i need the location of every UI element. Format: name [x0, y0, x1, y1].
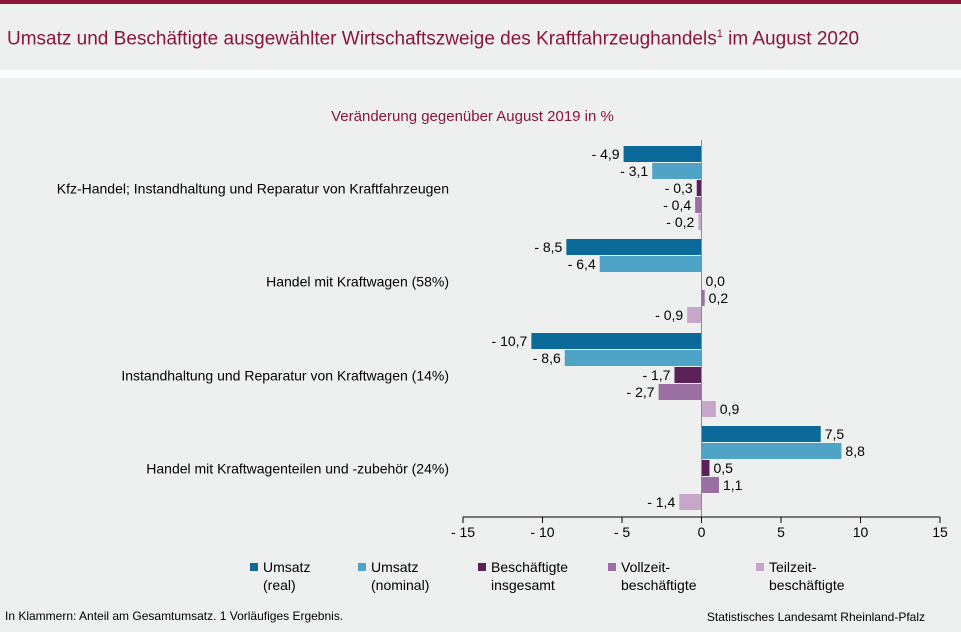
header-band: Umsatz und Beschäftigte ausgewählter Wir… [0, 4, 961, 70]
bar [687, 307, 702, 323]
bar [566, 239, 702, 255]
data-label: 0,9 [720, 401, 740, 417]
chart-panel [0, 78, 961, 632]
data-label: - 8,5 [534, 239, 562, 255]
bar [698, 214, 702, 230]
bar [701, 290, 705, 306]
data-label: - 0,2 [666, 214, 694, 230]
category-label: Instandhaltung und Reparatur von Kraftwa… [121, 368, 449, 384]
footnote: In Klammern: Anteil am Gesamtumsatz. 1 V… [5, 609, 344, 623]
data-label: - 1,4 [647, 494, 675, 510]
data-label: 0,0 [706, 273, 726, 289]
bar [674, 367, 702, 383]
bar [701, 426, 821, 442]
chart-subtitle: Veränderung gegenüber August 2019 in % [331, 108, 614, 125]
bar [652, 163, 702, 179]
title-suffix: im August 2020 [722, 28, 860, 50]
x-tick-label: 0 [698, 524, 706, 540]
data-label: - 10,7 [492, 333, 528, 349]
category-label: Kfz-Handel; Instandhaltung und Reparatur… [57, 181, 449, 197]
data-label: 8,8 [845, 443, 865, 459]
bar [695, 197, 702, 213]
data-label: 0,5 [713, 460, 733, 476]
bar [701, 460, 710, 476]
x-tick-label: 10 [853, 524, 869, 540]
top-accent-bar [0, 0, 961, 4]
data-label: - 0,4 [663, 197, 691, 213]
x-tick-label: - 10 [530, 524, 554, 540]
data-label: - 1,7 [642, 367, 670, 383]
legend-label: Teilzeit-beschäftigte [769, 559, 845, 593]
data-label: - 0,3 [665, 180, 693, 196]
data-label: - 6,4 [568, 256, 596, 272]
data-label: - 8,6 [533, 350, 561, 366]
legend-swatch [756, 563, 764, 571]
data-label: - 0,9 [655, 307, 683, 323]
divider [0, 70, 961, 78]
x-tick-label: - 5 [614, 524, 631, 540]
legend-swatch [608, 563, 616, 571]
legend-label: Vollzeit-beschäftigte [621, 559, 697, 593]
bar [658, 384, 702, 400]
title-footnote-marker: 1 [716, 28, 723, 40]
bar [696, 180, 702, 196]
source-note: Statistisches Landesamt Rheinland-Pfalz [706, 610, 925, 624]
bar [701, 443, 842, 459]
data-label: - 2,7 [627, 384, 655, 400]
bar [564, 350, 702, 366]
legend-swatch [358, 563, 366, 571]
data-label: 7,5 [825, 426, 845, 442]
legend-swatch [478, 563, 486, 571]
chart-title: Umsatz und Beschäftigte ausgewählter Wir… [7, 28, 859, 50]
bar [599, 256, 702, 272]
legend-swatch [250, 563, 258, 571]
data-label: 0,2 [709, 290, 729, 306]
bar [679, 494, 702, 510]
title-text: Umsatz und Beschäftigte ausgewählter Wir… [7, 28, 717, 50]
category-label: Handel mit Kraftwagenteilen und -zubehör… [146, 461, 449, 477]
legend-label: Umsatz (nominal) [371, 559, 430, 593]
bar [531, 333, 702, 349]
bar [701, 401, 716, 417]
x-tick-label: 15 [932, 524, 948, 540]
x-tick-label: - 15 [451, 524, 475, 540]
data-label: - 4,9 [592, 146, 620, 162]
data-label: - 3,1 [620, 163, 648, 179]
bar [623, 146, 702, 162]
category-label: Handel mit Kraftwagen (58%) [266, 274, 449, 290]
x-tick-label: 5 [777, 524, 785, 540]
legend-label: Umsatz (real) [263, 559, 311, 593]
legend-label: Beschäftigte insgesamt [491, 559, 569, 593]
data-label: 1,1 [723, 477, 743, 493]
bar [701, 477, 719, 493]
